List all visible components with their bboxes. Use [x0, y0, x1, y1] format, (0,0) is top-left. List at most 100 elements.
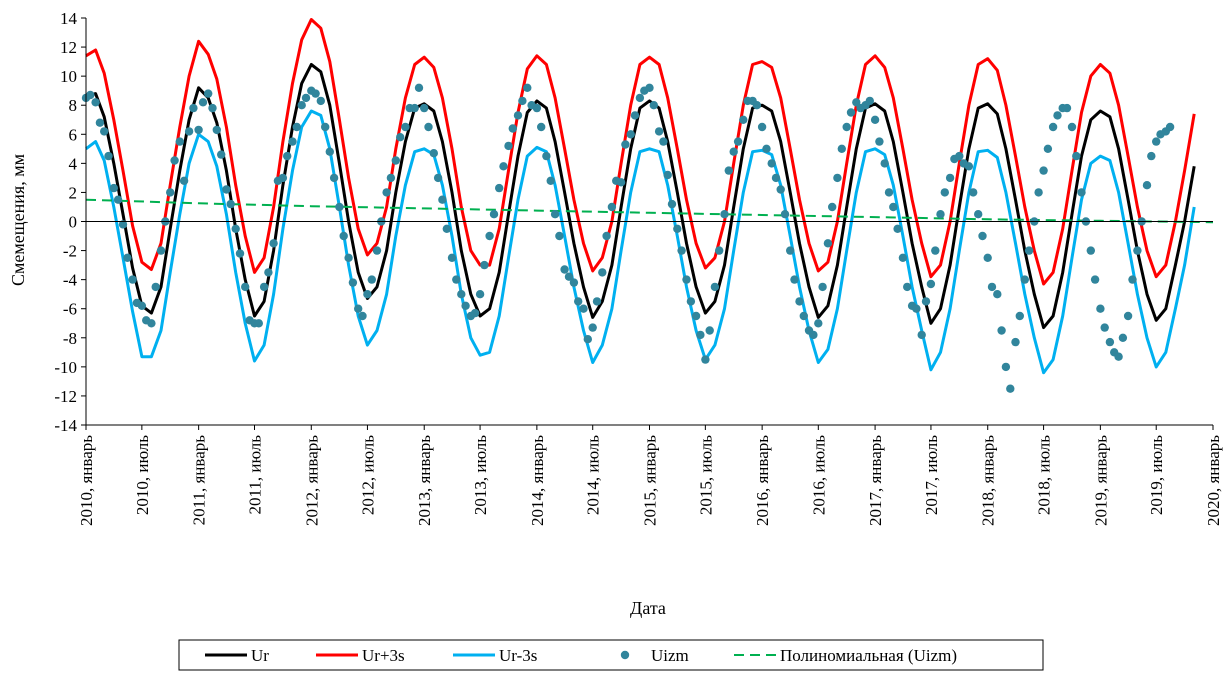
- y-tick-label: -12: [54, 387, 77, 406]
- x-tick-label: 2013, январь: [415, 435, 434, 526]
- uizm-point: [118, 220, 128, 229]
- uizm-point: [217, 150, 226, 159]
- x-tick-label: 2011, июль: [246, 435, 265, 515]
- uizm-point: [715, 246, 724, 255]
- uizm-point: [1024, 246, 1034, 255]
- uizm-point: [137, 301, 147, 310]
- uizm-point: [292, 122, 301, 132]
- uizm-point: [1006, 384, 1015, 393]
- x-tick-label: 2019, июль: [1147, 435, 1166, 515]
- uizm-point: [151, 282, 160, 292]
- uizm-point: [898, 253, 908, 262]
- uizm-point: [1034, 188, 1043, 197]
- x-tick-label: 2012, январь: [302, 435, 321, 526]
- uizm-point: [983, 253, 992, 262]
- x-axis-label: Дата: [630, 598, 666, 618]
- uizm-point: [931, 246, 940, 255]
- uizm-point: [560, 265, 569, 274]
- uizm-point: [269, 239, 278, 248]
- uizm-point: [414, 83, 424, 93]
- uizm-point: [542, 151, 551, 161]
- y-tick-label: 8: [69, 96, 78, 115]
- uizm-point: [720, 210, 729, 219]
- uizm-point: [837, 144, 846, 153]
- uizm-point: [833, 173, 842, 183]
- uizm-point: [602, 231, 611, 241]
- y-tick-label: 0: [69, 213, 78, 232]
- uizm-point: [438, 195, 447, 204]
- uizm-point: [626, 130, 635, 139]
- uizm-point: [321, 122, 330, 132]
- uizm-point: [537, 122, 546, 132]
- x-tick-label: 2014, июль: [584, 435, 603, 515]
- uizm-point: [686, 297, 696, 306]
- uizm-point: [616, 178, 626, 187]
- uizm-point: [166, 188, 175, 197]
- uizm-point: [288, 137, 297, 146]
- uizm-point: [301, 93, 311, 103]
- uizm-point: [555, 231, 564, 241]
- uizm-point: [870, 115, 880, 125]
- uizm-point: [335, 202, 344, 212]
- uizm-point: [912, 304, 921, 313]
- uizm-point: [659, 137, 668, 146]
- uizm-point: [283, 151, 292, 161]
- x-tick-label: 2016, январь: [753, 435, 772, 526]
- x-tick-label: 2017, июль: [922, 435, 941, 515]
- uizm-point: [113, 195, 123, 204]
- uizm-point: [212, 125, 221, 135]
- y-tick-label: 4: [69, 154, 78, 173]
- uizm-point: [564, 272, 574, 281]
- uizm-point: [1043, 144, 1053, 153]
- y-tick-label: 6: [69, 125, 78, 144]
- uizm-point: [776, 185, 785, 194]
- uizm-point: [809, 330, 818, 340]
- uizm-point: [936, 210, 945, 219]
- uizm-point: [926, 279, 936, 289]
- uizm-point: [579, 304, 588, 313]
- uizm-point: [569, 278, 579, 287]
- uizm-point: [1020, 275, 1029, 284]
- uizm-point: [504, 141, 513, 151]
- series-line-ur-3s: [85, 18, 1196, 286]
- uizm-point: [316, 96, 325, 106]
- uizm-point: [344, 253, 353, 262]
- uizm-point: [1100, 323, 1109, 332]
- uizm-point: [447, 253, 457, 262]
- uizm-point: [1067, 122, 1077, 132]
- x-tick-label: 2012, июль: [358, 435, 377, 515]
- y-tick-label: 12: [60, 38, 77, 57]
- x-tick-label: 2010, январь: [77, 435, 96, 526]
- uizm-point: [235, 249, 245, 258]
- legend-label: Ur+3s: [362, 646, 405, 665]
- uizm-point: [621, 140, 630, 149]
- uizm-point: [311, 89, 320, 98]
- uizm-point: [461, 301, 470, 310]
- y-tick-label: -6: [63, 300, 77, 319]
- uizm-point: [645, 83, 654, 93]
- x-tick-label: 2016, июль: [809, 435, 828, 515]
- uizm-point: [429, 149, 438, 158]
- x-tick-label: 2018, январь: [979, 435, 998, 526]
- uizm-point: [231, 224, 240, 233]
- uizm-point: [1015, 311, 1024, 321]
- uizm-point: [1133, 246, 1142, 255]
- x-tick-label: 2017, январь: [866, 435, 885, 526]
- uizm-point: [1152, 137, 1161, 146]
- uizm-point: [1128, 275, 1137, 284]
- uizm-point: [208, 103, 217, 113]
- uizm-point: [767, 159, 776, 168]
- series-line-ur-3s: [85, 109, 1196, 375]
- y-tick-label: 10: [60, 67, 77, 86]
- uizm-point: [1086, 246, 1096, 255]
- uizm-point: [762, 144, 771, 153]
- uizm-point: [780, 210, 790, 219]
- uizm-point: [583, 335, 592, 344]
- uizm-point: [799, 311, 808, 321]
- uizm-point: [987, 282, 997, 292]
- uizm-point: [518, 96, 527, 106]
- uizm-point: [363, 290, 372, 299]
- x-tick-label: 2011, январь: [190, 435, 209, 526]
